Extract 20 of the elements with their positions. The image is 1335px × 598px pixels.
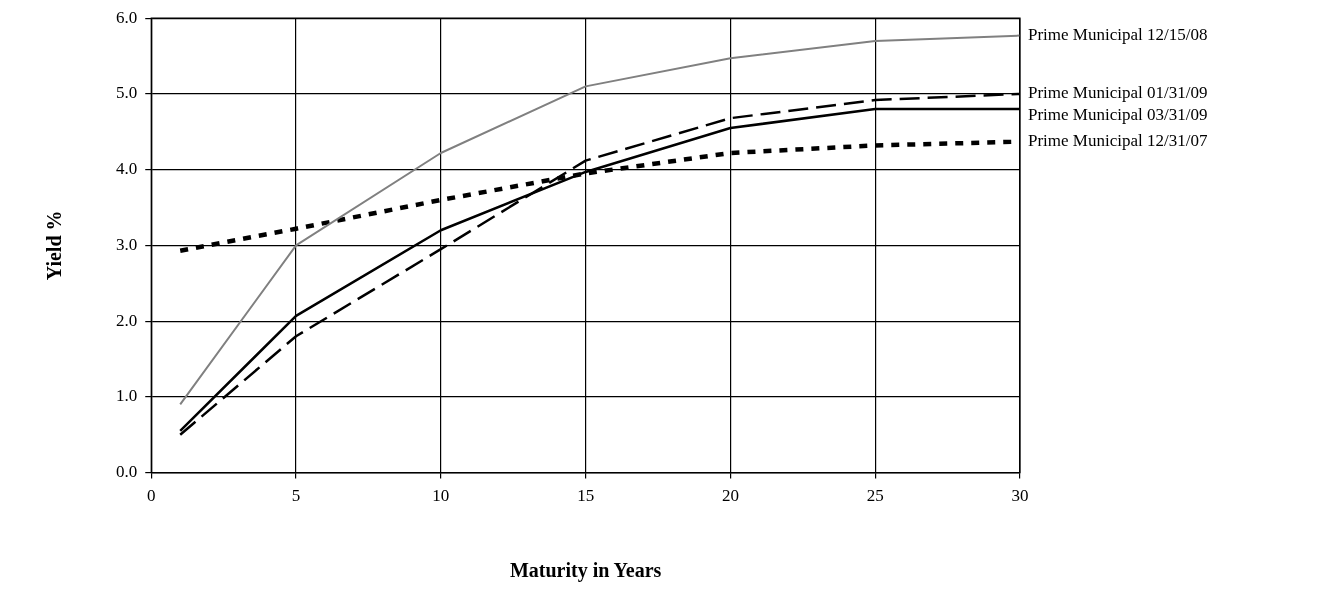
series-label: Prime Municipal 12/31/07 [1028, 131, 1208, 151]
x-tick-label: 10 [432, 486, 450, 506]
x-tick-label: 20 [721, 486, 739, 506]
y-tick-label: 3.0 [116, 234, 138, 254]
y-tick-label: 4.0 [116, 159, 138, 179]
x-tick-label: 25 [866, 486, 884, 506]
x-tick-label: 15 [577, 486, 595, 506]
y-axis-title: Yield % [43, 210, 66, 281]
x-tick-label: 30 [1011, 486, 1029, 506]
y-tick-label: 6.0 [116, 7, 138, 27]
x-axis-title: Maturity in Years [509, 559, 662, 583]
series-label: Prime Municipal 01/31/09 [1028, 83, 1208, 103]
x-tick-label: 5 [291, 486, 301, 506]
series-label: Prime Municipal 12/15/08 [1028, 25, 1208, 45]
y-tick-label: 0.0 [116, 462, 138, 482]
series-label: Prime Municipal 03/31/09 [1028, 105, 1208, 125]
y-tick-label: 1.0 [116, 386, 138, 406]
y-tick-label: 2.0 [116, 310, 138, 330]
y-tick-label: 5.0 [116, 83, 138, 103]
x-tick-label: 0 [147, 486, 156, 506]
